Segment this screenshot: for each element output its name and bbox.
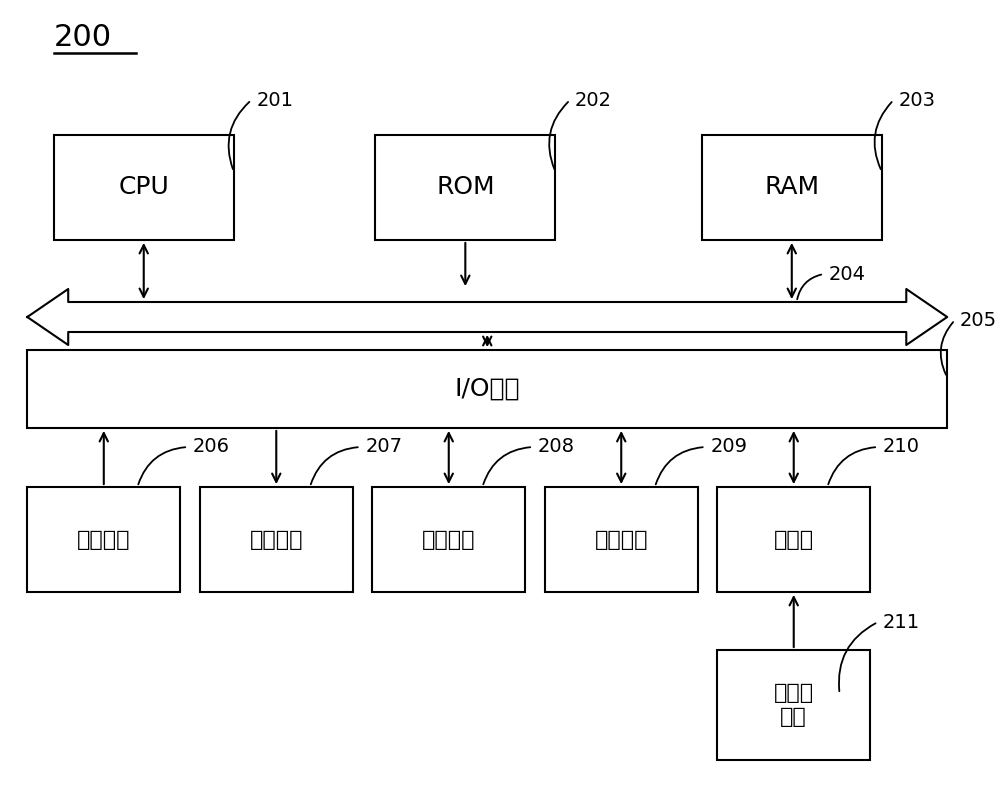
Text: 可拆卸
介质: 可拆卸 介质 — [774, 684, 814, 727]
FancyArrowPatch shape — [311, 447, 358, 484]
FancyBboxPatch shape — [54, 135, 234, 240]
FancyArrowPatch shape — [138, 447, 185, 484]
Text: 210: 210 — [883, 437, 920, 457]
Text: 201: 201 — [256, 91, 293, 109]
Text: 206: 206 — [193, 437, 230, 457]
Text: 200: 200 — [54, 23, 112, 53]
Text: 202: 202 — [575, 91, 612, 109]
FancyBboxPatch shape — [375, 135, 555, 240]
FancyBboxPatch shape — [702, 135, 882, 240]
Text: 输出部分: 输出部分 — [250, 530, 303, 549]
FancyArrowPatch shape — [229, 102, 249, 169]
FancyBboxPatch shape — [545, 487, 698, 592]
FancyBboxPatch shape — [27, 350, 947, 428]
Text: 驱动器: 驱动器 — [774, 530, 814, 549]
Text: CPU: CPU — [118, 176, 169, 199]
Text: RAM: RAM — [764, 176, 819, 199]
Text: 储存部分: 储存部分 — [422, 530, 476, 549]
FancyArrowPatch shape — [839, 623, 876, 691]
FancyArrowPatch shape — [828, 447, 875, 484]
Text: 输入部分: 输入部分 — [77, 530, 131, 549]
FancyArrowPatch shape — [941, 322, 953, 375]
Text: 211: 211 — [883, 612, 920, 632]
Text: 203: 203 — [898, 91, 935, 109]
Text: 208: 208 — [538, 437, 575, 457]
FancyArrowPatch shape — [875, 102, 892, 169]
Text: ROM: ROM — [436, 176, 495, 199]
FancyBboxPatch shape — [372, 487, 525, 592]
FancyBboxPatch shape — [717, 650, 870, 760]
Text: I/O接口: I/O接口 — [454, 377, 520, 401]
Polygon shape — [27, 289, 947, 345]
Text: 204: 204 — [829, 265, 866, 284]
FancyArrowPatch shape — [797, 275, 821, 299]
Text: 通信部分: 通信部分 — [594, 530, 648, 549]
FancyArrowPatch shape — [656, 447, 703, 484]
Text: 207: 207 — [365, 437, 402, 457]
FancyBboxPatch shape — [717, 487, 870, 592]
FancyBboxPatch shape — [27, 487, 180, 592]
FancyArrowPatch shape — [549, 102, 568, 169]
FancyBboxPatch shape — [200, 487, 353, 592]
FancyArrowPatch shape — [483, 447, 530, 484]
Text: 205: 205 — [960, 310, 997, 330]
Text: 209: 209 — [710, 437, 747, 457]
